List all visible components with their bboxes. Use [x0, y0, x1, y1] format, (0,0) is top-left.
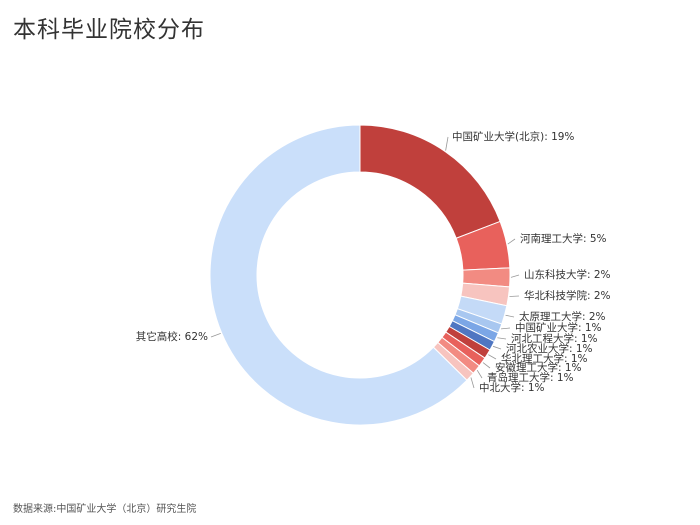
leader-line-2	[507, 238, 516, 245]
chart-title: 本科毕业院校分布	[13, 17, 205, 43]
slice-label-3: 山东科技大学: 2%	[524, 268, 611, 281]
slice-label-4: 华北科技学院: 2%	[524, 289, 611, 302]
leader-line-10	[482, 362, 491, 369]
slice-label-11: 青岛理工大学: 1%	[487, 371, 574, 384]
labels-group: 中国矿业大学(北京): 19% 河南理工大学: 5% 山东科技大学: 2% 华北科技学…	[136, 130, 611, 394]
slice-label-8: 河北农业大学: 1%	[506, 342, 593, 355]
slice-label-10: 安徽理工大学: 1%	[495, 361, 582, 374]
leader-line-8	[492, 345, 502, 350]
slices-group	[209, 124, 511, 426]
leader-line-1	[445, 136, 449, 151]
leader-line-5	[505, 314, 515, 318]
leader-line-6	[501, 327, 511, 330]
slice-label-6: 中国矿业大学: 1%	[515, 321, 602, 334]
slice-label-12: 中北大学: 1%	[479, 381, 545, 394]
leader-line-11	[476, 370, 483, 379]
leader-line-13	[210, 332, 221, 338]
slice-label-9: 华北理工大学: 1%	[501, 352, 588, 365]
leader-line-3	[510, 274, 520, 278]
leader-line-9	[488, 354, 497, 360]
slice-label-5: 太原理工大学: 2%	[519, 310, 606, 323]
slice-label-1: 中国矿业大学(北京): 19%	[452, 130, 574, 143]
data-source-note: 数据来源:中国矿业大学（北京）研究生院	[13, 504, 197, 515]
slice-label-7: 河北工程大学: 1%	[511, 332, 598, 345]
slice-label-2: 河南理工大学: 5%	[520, 232, 607, 245]
slice-label-13: 其它高校: 62%	[136, 330, 208, 343]
slice-13	[209, 124, 468, 426]
leader-line-7	[497, 337, 507, 340]
leader-line-12	[470, 377, 475, 389]
